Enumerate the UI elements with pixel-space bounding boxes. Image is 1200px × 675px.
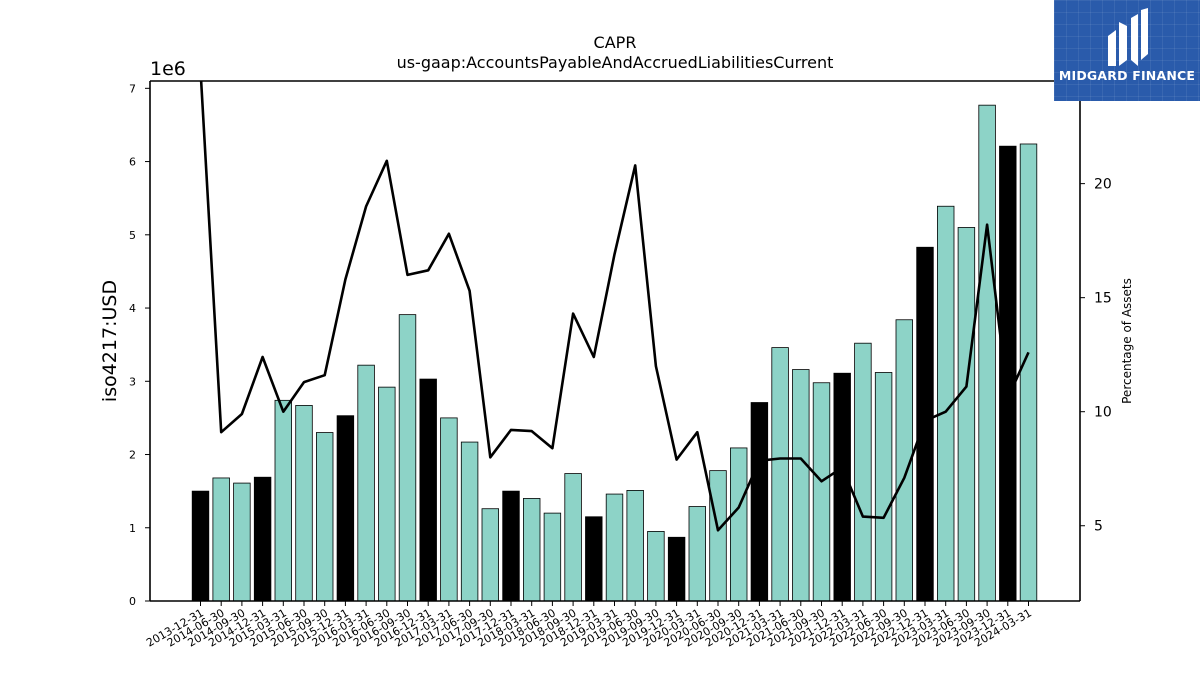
bar [771, 347, 789, 602]
bar [626, 490, 644, 602]
y-axis-label: iso4217:USD [99, 280, 121, 402]
bar [460, 441, 479, 602]
bar [978, 104, 996, 602]
percentage-line-series [199, 81, 1030, 532]
y-tick-label: 3 [129, 375, 136, 388]
bar [709, 470, 727, 602]
bar [688, 506, 707, 602]
y-tick-label: 7 [129, 82, 136, 95]
bar [667, 536, 686, 602]
bar [647, 531, 665, 602]
y-tick-label: 5 [129, 229, 136, 242]
y2-tick-label: 20 [1094, 177, 1112, 193]
y2-tick-label: 15 [1094, 291, 1112, 307]
bar [378, 386, 396, 602]
bar [357, 364, 375, 602]
bar [730, 447, 748, 602]
bar [833, 372, 851, 602]
bar [543, 512, 562, 602]
y-axis-multiplier: 1e6 [150, 58, 186, 80]
bar [398, 314, 417, 602]
bar [212, 477, 230, 602]
midgard-finance-logo: MIDGARD FINANCE [1054, 0, 1200, 101]
bar [315, 432, 334, 602]
bar [585, 516, 603, 602]
bar [274, 399, 293, 602]
bar [481, 508, 500, 602]
y-tick-label: 4 [129, 302, 136, 315]
bar [792, 369, 810, 602]
bar [440, 417, 458, 602]
bar [750, 402, 769, 602]
bar-series [191, 104, 1038, 602]
bar [812, 382, 831, 602]
midgard-logo-icon [1108, 8, 1148, 66]
bar [336, 415, 355, 602]
y2-axis-label: Percentage of Assets [1120, 278, 1134, 404]
chart-title: CAPR [594, 33, 637, 52]
bar [523, 498, 541, 602]
y-tick-label: 2 [129, 449, 136, 462]
bar [191, 490, 210, 602]
y-tick-label: 0 [129, 595, 136, 608]
y2-tick-label: 10 [1094, 405, 1112, 421]
bar [564, 473, 582, 602]
y2-tick-label: 5 [1094, 519, 1103, 535]
bar [253, 476, 272, 602]
y-tick-label: 1 [129, 522, 136, 535]
bar [605, 493, 624, 602]
bar [502, 490, 520, 602]
bar [999, 145, 1017, 602]
bar [854, 342, 872, 602]
y-tick-label: 6 [129, 156, 136, 169]
bar [874, 372, 893, 602]
percentage-line [199, 81, 1030, 532]
bar [419, 378, 437, 602]
bar [1019, 143, 1038, 602]
bar [295, 405, 313, 602]
bar [957, 227, 976, 602]
chart-subtitle: us-gaap:AccountsPayableAndAccruedLiabili… [397, 53, 834, 72]
logo-text: MIDGARD FINANCE [1058, 68, 1196, 83]
bar [233, 482, 251, 602]
